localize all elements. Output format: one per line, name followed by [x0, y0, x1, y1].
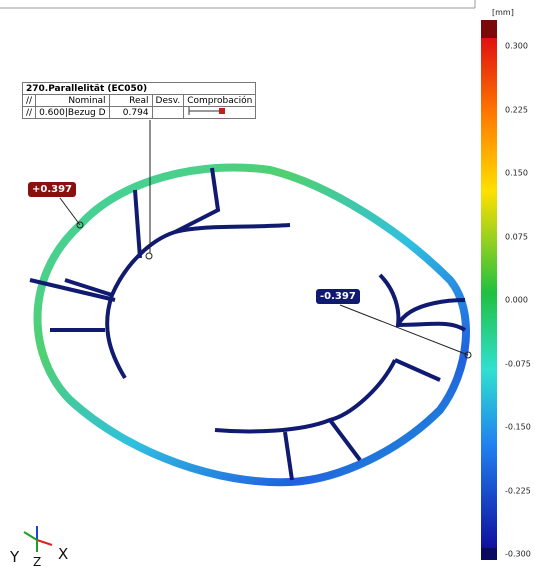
table-header: Comprobación	[183, 94, 257, 107]
table-header: //	[21, 94, 37, 107]
table-cell: 0.600|Bezug D	[35, 106, 110, 119]
colorbar-tick-label: 0.075	[505, 232, 528, 241]
table-cell	[151, 106, 185, 119]
part-ribs	[29, 167, 467, 481]
colorbar-tick-label: 0.150	[505, 168, 528, 178]
colorbar-tick-label: -0.075	[505, 359, 531, 368]
max-deviation-label: +0.397	[28, 182, 77, 197]
nominal: 0.600	[39, 107, 65, 118]
table-cell: 0.794	[108, 106, 153, 119]
probe-point	[76, 221, 84, 229]
probe-point	[145, 252, 153, 260]
colorbar-tick-label: 0.000	[505, 295, 528, 305]
min-deviation-label: -0.397	[316, 289, 360, 304]
table-title: 270.Parallelität (EC050)	[21, 82, 257, 95]
colorbar-tick-label: 0.300	[505, 41, 528, 51]
colorbar-bottom	[481, 548, 497, 560]
colorbar-tick-label: -0.300	[505, 549, 531, 559]
axis-label: X	[58, 545, 69, 563]
table-cell	[183, 106, 257, 119]
leader-line	[59, 197, 81, 226]
colorbar-top	[481, 20, 497, 38]
colorbar-tick-label: 0.225	[505, 105, 528, 114]
callout-table: 270.Parallelität (EC050) // Nominal Real…	[21, 82, 257, 119]
axis-triad	[23, 526, 53, 552]
axis-label: Z	[33, 555, 42, 569]
table-header: Desv.	[151, 94, 185, 107]
table-header: Real	[108, 94, 153, 107]
part-outer-ring	[33, 163, 470, 487]
colorbar-unit: [mm]	[492, 8, 514, 17]
leader-line	[339, 304, 469, 356]
table-cell: //	[21, 106, 37, 119]
colorbar	[481, 38, 497, 548]
tolerance-bar	[188, 107, 226, 115]
colorbar-tick-label: -0.225	[505, 486, 531, 495]
colorbar-tick-label: -0.150	[505, 422, 531, 432]
probe-point	[464, 351, 472, 359]
axis-label: Y	[10, 548, 20, 566]
reference: Bezug D	[67, 107, 106, 118]
table-header: Nominal	[35, 94, 110, 107]
